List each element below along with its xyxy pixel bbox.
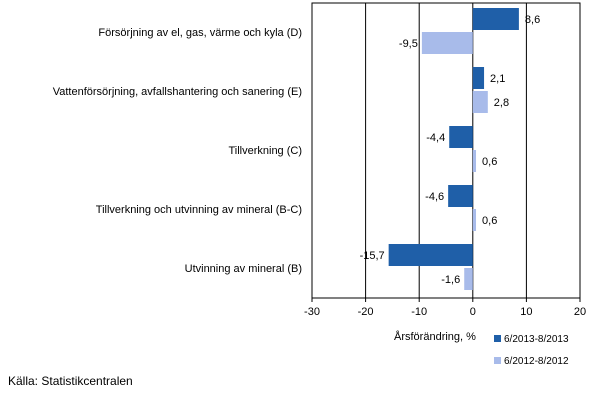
category-label: Vattenförsörjning, avfallshantering och … — [53, 86, 302, 98]
bar — [472, 150, 477, 172]
bar — [448, 185, 473, 207]
data-label: -9,5 — [399, 38, 418, 50]
data-label: 0,6 — [482, 215, 497, 227]
bar — [449, 126, 473, 148]
data-label: -4,4 — [426, 132, 445, 144]
legend-swatch — [494, 335, 501, 342]
data-label: -15,7 — [360, 250, 385, 262]
bar — [421, 32, 473, 54]
x-tick-label: -20 — [358, 306, 374, 318]
plot-frame — [311, 2, 581, 299]
legend-swatch — [494, 357, 501, 364]
bar — [388, 244, 473, 266]
x-tick-label: 20 — [574, 306, 586, 318]
bar — [472, 91, 488, 113]
legend-label: 6/2013-8/2013 — [504, 334, 569, 345]
bar — [472, 8, 519, 30]
category-label: Tillverkning och utvinning av mineral (B… — [96, 204, 302, 216]
data-label: 0,6 — [482, 156, 497, 168]
x-tick-label: -10 — [411, 306, 427, 318]
bar — [472, 209, 477, 231]
data-label: 8,6 — [525, 14, 540, 26]
x-axis-title: Årsförändring, % — [394, 330, 476, 343]
bar — [464, 268, 473, 290]
x-tick-label: 0 — [470, 306, 476, 318]
data-label: 2,8 — [494, 97, 509, 109]
data-label: -4,6 — [425, 191, 444, 203]
category-label: Försörjning av el, gas, värme och kyla (… — [98, 27, 302, 39]
legend-label: 6/2012-8/2012 — [504, 356, 569, 367]
x-tick-label: 10 — [520, 306, 532, 318]
source-note: Källa: Statistikcentralen — [8, 374, 133, 388]
bar — [472, 67, 485, 89]
category-label: Tillverkning (C) — [228, 145, 302, 157]
data-label: -1,6 — [441, 274, 460, 286]
data-label: 2,1 — [490, 73, 505, 85]
category-label: Utvinning av mineral (B) — [185, 263, 302, 275]
x-tick-label: -30 — [304, 306, 320, 318]
